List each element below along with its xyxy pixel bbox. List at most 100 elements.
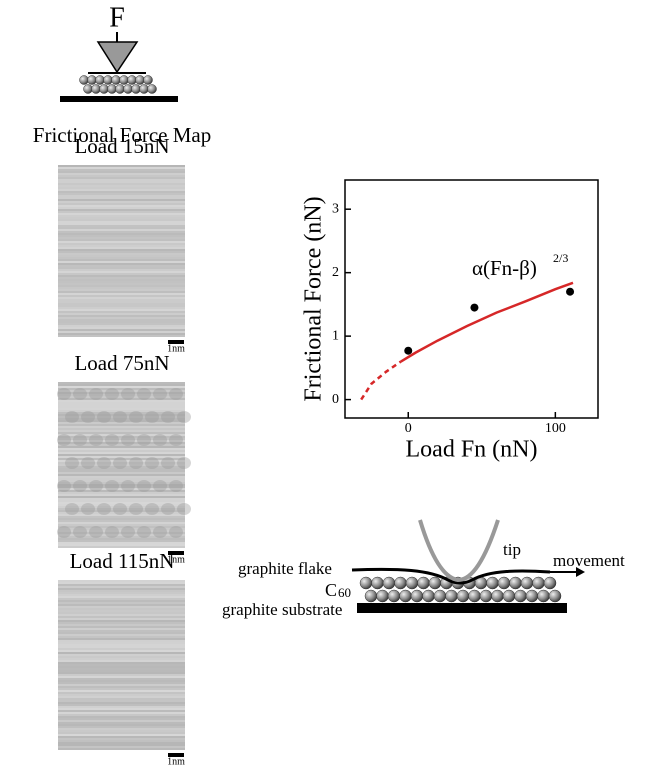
map-streak [58, 333, 185, 335]
molecules [359, 576, 562, 603]
scale-label: 1nm [167, 554, 185, 565]
map-streak [58, 730, 185, 732]
map-streak [58, 620, 185, 622]
map-streak [58, 712, 185, 714]
map-streak [58, 291, 185, 293]
map-image [58, 580, 185, 750]
map-spot [161, 503, 175, 515]
map-streak [58, 191, 185, 193]
map-streak [58, 454, 185, 456]
molecule [410, 589, 424, 603]
map-streak [58, 740, 185, 742]
map-streak [58, 480, 185, 482]
map-streak [58, 396, 185, 398]
map-streak [58, 193, 185, 195]
x-tick-label: 100 [545, 421, 566, 436]
map-streak [58, 468, 185, 470]
map-streak [58, 464, 185, 466]
molecule [111, 75, 121, 85]
map-streak [58, 734, 185, 736]
map-streak [58, 732, 185, 734]
map-streak [58, 319, 185, 321]
map-streak [58, 418, 185, 420]
map-streak [58, 526, 185, 528]
molecule [371, 576, 384, 590]
molecule [537, 589, 550, 603]
map-streak [58, 398, 185, 400]
map-spot [153, 480, 167, 492]
map-spot [129, 411, 143, 423]
molecule [433, 589, 447, 603]
map-spot [81, 457, 95, 469]
map-spot [73, 388, 87, 400]
map-streak [58, 269, 185, 271]
movement-label: movement [553, 551, 625, 570]
molecule [387, 589, 401, 603]
molecule [119, 75, 129, 85]
map-streak [58, 217, 185, 219]
map-streak [58, 640, 185, 642]
map-streak [58, 724, 185, 726]
map-streak [58, 335, 185, 337]
map-streak [58, 424, 185, 426]
map-image [57, 382, 191, 548]
map-streak [58, 390, 185, 392]
map-streak [58, 624, 185, 626]
map-streak [58, 702, 185, 704]
map-streak [58, 307, 185, 309]
molecule [127, 75, 137, 85]
flake-label: graphite flake [238, 559, 332, 578]
map-streak [58, 175, 185, 177]
map-spot [105, 526, 119, 538]
molecule [417, 576, 430, 590]
y-axis-label: Frictional Force (nN) [301, 196, 327, 401]
map-streak [58, 650, 185, 652]
map-streak [58, 169, 185, 171]
map-streak [58, 303, 185, 305]
map-streak [58, 738, 185, 740]
map-streak [58, 492, 185, 494]
map-streak [58, 506, 185, 508]
map-streak [58, 428, 185, 430]
map-streak [58, 626, 185, 628]
y-tick-label: 3 [332, 201, 339, 216]
map-spot [97, 503, 111, 515]
molecule [479, 589, 493, 603]
map-streak [58, 600, 185, 602]
y-tick-label: 1 [332, 328, 339, 343]
map-spot [129, 457, 143, 469]
map-spot [121, 526, 135, 538]
map-streak [58, 281, 185, 283]
flake [351, 567, 551, 585]
map-streak [58, 518, 185, 520]
tip-label: tip [503, 540, 521, 559]
map-streak [58, 265, 185, 267]
map-streak [58, 227, 185, 229]
map-streak [58, 742, 185, 744]
x-axis-label: Load Fn (nN) [406, 437, 538, 463]
molecule [405, 576, 419, 590]
map-streak [58, 197, 185, 199]
map-streak [58, 277, 185, 279]
map-streak [58, 652, 185, 654]
map-streak [58, 458, 185, 460]
map-streak [58, 257, 185, 259]
molecule [520, 576, 534, 590]
map-spot [89, 526, 103, 538]
molecule [99, 84, 109, 94]
map-spot [177, 457, 191, 469]
map-streak [58, 540, 185, 542]
map-streak [58, 231, 185, 233]
map-streak [58, 684, 185, 686]
map-streak [58, 718, 185, 720]
map-streak [58, 524, 185, 526]
map-streak [58, 456, 185, 458]
map-image [58, 165, 185, 337]
molecule [422, 589, 435, 603]
map-streak [58, 221, 185, 223]
fit-curve [360, 360, 402, 401]
map-spot [65, 411, 79, 423]
map-streak [58, 598, 185, 600]
